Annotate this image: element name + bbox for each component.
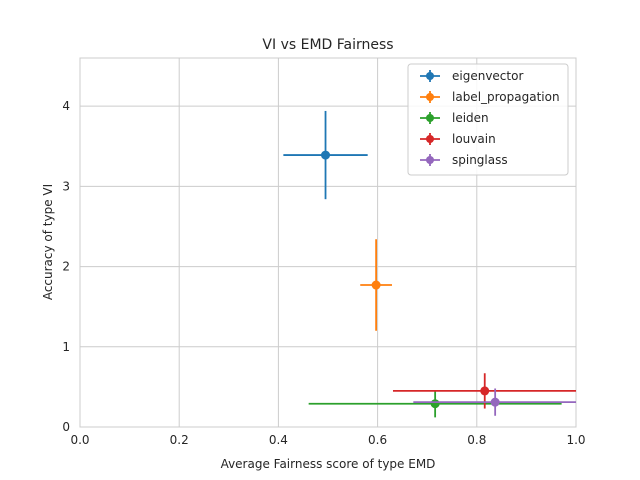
data-point <box>321 150 331 160</box>
chart-title: VI vs EMD Fairness <box>262 37 393 53</box>
y-tick-label: 1 <box>62 340 70 354</box>
data-point <box>480 386 490 396</box>
legend-label: label_propagation <box>452 90 560 104</box>
legend-entry: label_propagation <box>420 90 560 104</box>
series-label_propagation <box>360 239 392 331</box>
y-tick-label: 3 <box>62 179 70 193</box>
x-tick-label: 0.0 <box>70 433 89 447</box>
legend-label: louvain <box>452 132 496 146</box>
data-point <box>430 399 440 409</box>
y-axis-ticks: 0 1 2 3 4 <box>62 99 70 434</box>
legend-frame <box>407 63 569 176</box>
series-marks <box>283 110 576 418</box>
legend-marker <box>426 135 434 143</box>
y-axis-label: Accuracy of type VI <box>41 184 55 300</box>
data-point <box>371 280 381 290</box>
y-tick-label: 2 <box>62 260 70 274</box>
x-tick-label: 1.0 <box>566 433 585 447</box>
x-tick-label: 0.8 <box>467 433 486 447</box>
y-tick-label: 4 <box>62 99 70 113</box>
legend-marker <box>426 93 434 101</box>
x-tick-label: 0.4 <box>269 433 288 447</box>
series-spinglass <box>413 388 576 416</box>
series-eigenvector <box>283 110 368 200</box>
legend-marker <box>426 156 434 164</box>
legend-label: leiden <box>452 111 489 125</box>
x-axis-ticks: 0.0 0.2 0.4 0.6 0.8 1.0 <box>70 433 585 447</box>
legend-label: spinglass <box>452 153 508 167</box>
legend-entry: spinglass <box>420 153 508 167</box>
y-tick-label: 0 <box>62 420 70 434</box>
x-tick-label: 0.2 <box>170 433 189 447</box>
legend-entry: louvain <box>420 132 496 146</box>
data-point <box>490 397 500 407</box>
x-tick-label: 0.6 <box>368 433 387 447</box>
legend-entry: eigenvector <box>420 69 523 83</box>
legend-marker <box>426 114 434 122</box>
legend-entry: leiden <box>420 111 489 125</box>
legend-marker <box>426 72 434 80</box>
x-axis-label: Average Fairness score of type EMD <box>221 457 436 471</box>
legend-label: eigenvector <box>452 69 523 83</box>
